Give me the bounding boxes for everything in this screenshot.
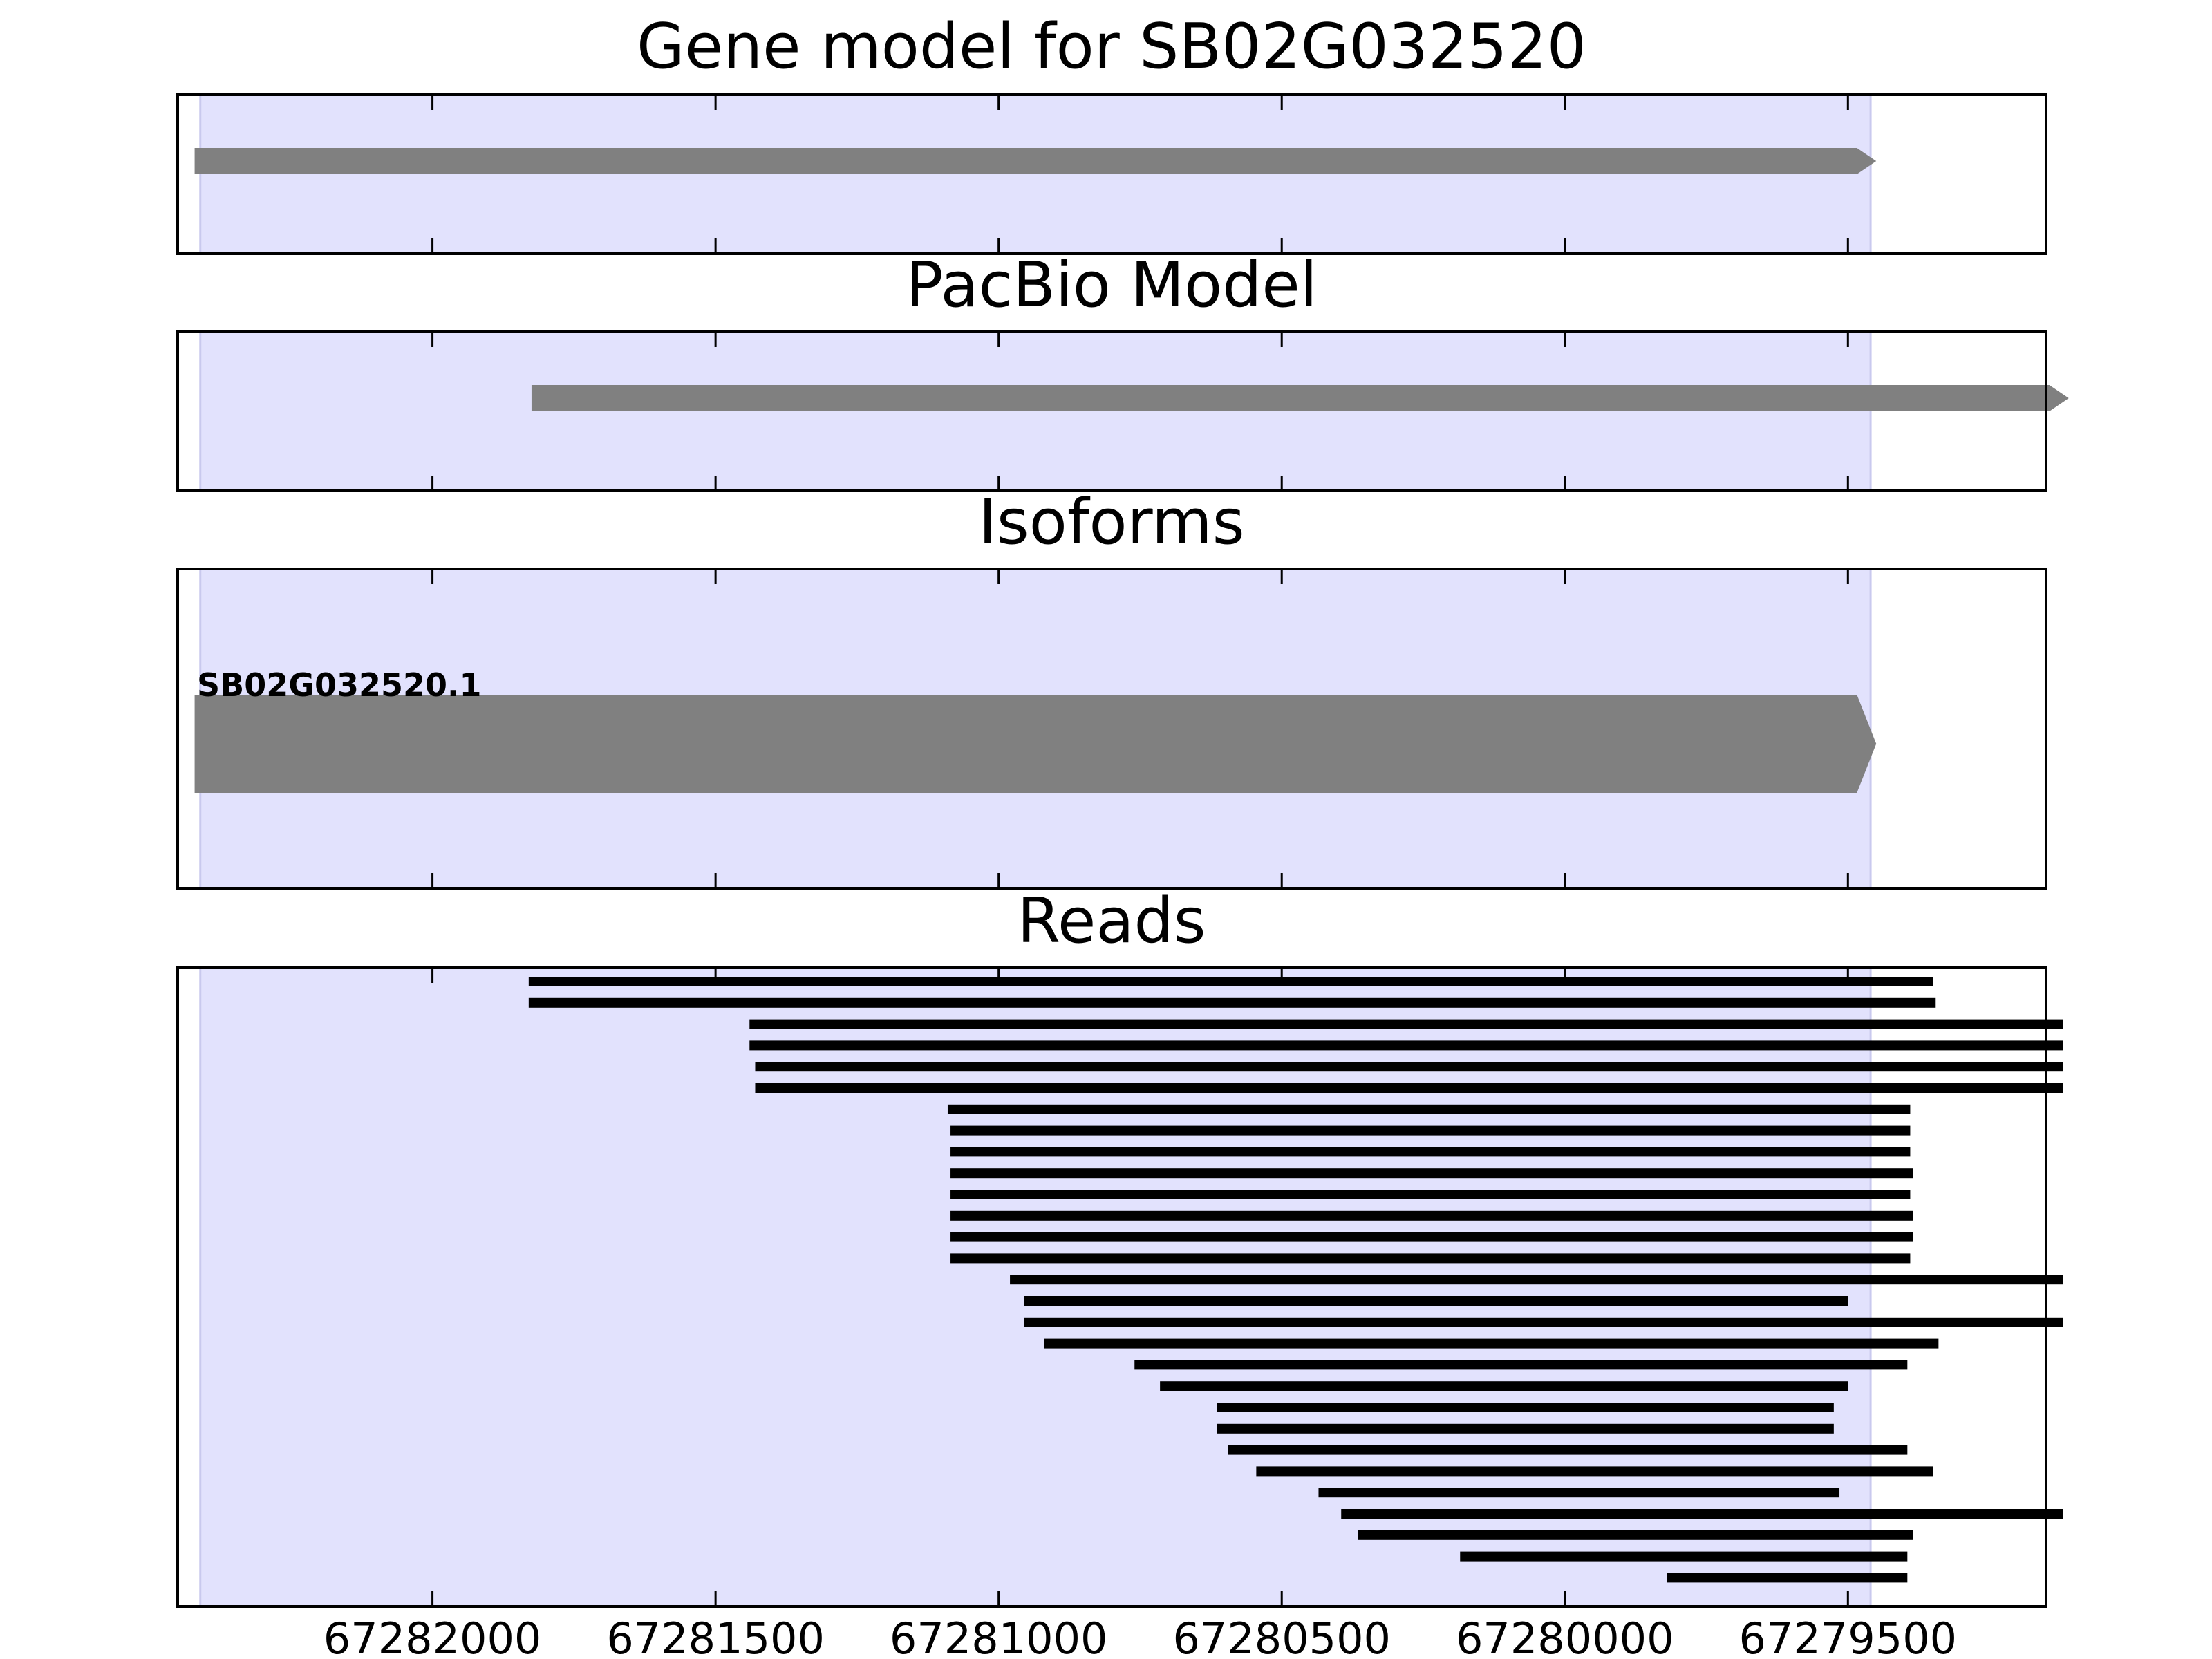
reads-title: Reads [1017,885,1206,957]
x-tick-label: 67282000 [324,1613,542,1659]
read-bar [1667,1573,1908,1583]
read-bar [1024,1317,2063,1327]
read-bar [950,1125,1911,1136]
read-bar [950,1147,1911,1157]
read-bar [1217,1423,1834,1434]
read-bar [950,1210,1913,1221]
x-axis-tick-labels: 67282000 67281500 67281000 67280500 67280000… [324,1613,1957,1659]
read-bar [1217,1403,1834,1412]
pacbio-model-frame [176,330,2047,492]
x-tick-label: 67280500 [1172,1613,1391,1659]
x-tick-label: 67281500 [606,1613,825,1659]
read-bar [1341,1509,2063,1519]
read-bar [1358,1530,1913,1540]
read-bar [1024,1296,1848,1306]
x-tick-label: 67281000 [890,1613,1108,1659]
read-bar [755,1083,2063,1093]
read-bar [950,1253,1911,1264]
read-bar [1318,1488,1840,1498]
reads-panel: Reads [176,885,2063,1608]
read-bar [755,1062,2063,1072]
isoforms-feature-arrow [194,695,1877,793]
pacbio-model-feature-arrow [531,385,2069,411]
gene-model-frame [176,93,2047,255]
gene-model-feature-arrow [194,148,1877,174]
x-tick-label: 67280000 [1456,1613,1674,1659]
isoforms-frame [176,568,2047,890]
reads-group [528,977,2063,1583]
read-bar [528,997,1936,1008]
read-bar [950,1232,1913,1242]
isoforms-panel: SB02G032520.1 Isoforms [176,486,2047,890]
read-bar [1010,1275,2063,1285]
read-bar [1256,1466,1933,1477]
read-bar [749,1019,2063,1029]
reads-highlight [200,968,1871,1606]
read-bar [749,1040,2063,1051]
read-bar [947,1104,1911,1114]
read-bar [950,1168,1913,1179]
read-bar [1460,1551,1908,1562]
read-bar [528,977,1933,986]
isoform-label: SB02G032520.1 [197,666,481,704]
reads-frame [176,966,2047,1608]
pacbio-model-title: PacBio Model [906,249,1318,321]
isoforms-title: Isoforms [978,486,1244,559]
read-bar [1134,1360,1908,1370]
read-bar [950,1190,1911,1199]
gene-model-panel: Gene model for SB02G032520 [176,10,2047,255]
read-bar [1044,1338,1939,1349]
x-tick-label: 67279500 [1739,1613,1958,1659]
read-bar [1160,1381,1848,1391]
gene-model-title: Gene model for SB02G032520 [637,10,1586,83]
pacbio-model-panel: PacBio Model [176,249,2069,492]
read-bar [1228,1445,1908,1455]
